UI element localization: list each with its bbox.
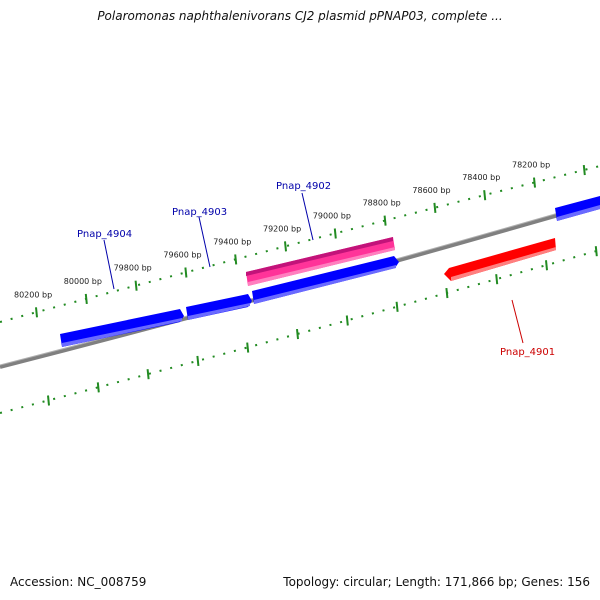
outer-ruler-tick	[333, 228, 337, 239]
map-title: Polaromonas naphthalenivorans CJ2 plasmi…	[97, 9, 503, 23]
inner-ruler-tick	[246, 342, 250, 353]
gene-label-pnap-4902: Pnap_4902	[276, 181, 331, 192]
outer-ruler-tick	[284, 241, 287, 252]
gene-forward-unlabeled[interactable]	[252, 256, 399, 304]
accession-text: Accession: NC_008759	[10, 575, 147, 589]
genes-layer	[60, 196, 600, 347]
gene-label-pnap-4901: Pnap_4901	[500, 347, 555, 358]
gene-forward-edge[interactable]	[555, 196, 600, 221]
outer-ruler-tick	[84, 293, 88, 305]
gene-pnap-4903[interactable]	[186, 294, 252, 320]
outer-ruler-labels: 80200 bp 80000 bp 79800 bp 79600 bp 79400 bp…	[14, 161, 550, 300]
inner-ruler-tick	[395, 301, 399, 312]
outer-ruler-tick	[433, 202, 437, 213]
gene-pnap-4904[interactable]	[60, 309, 184, 347]
inner-ruler-major-ticks	[47, 246, 598, 406]
leader-pnap-4904	[103, 239, 115, 290]
outer-ruler-tick	[234, 254, 238, 265]
inner-ruler-tick	[96, 382, 100, 393]
inner-ruler-tick	[146, 369, 150, 380]
inner-ruler-tick	[445, 287, 449, 299]
inner-ruler-tick	[495, 274, 499, 285]
ruler-label: 78800 bp	[363, 199, 401, 208]
ruler-label: 79800 bp	[114, 264, 152, 273]
ruler-label: 79000 bp	[313, 211, 351, 220]
inner-ruler-tick	[594, 246, 598, 257]
leader-pnap-4903	[198, 216, 211, 268]
ruler-label: 78200 bp	[512, 161, 550, 170]
ruler-label: 80000 bp	[64, 277, 102, 286]
inner-ruler-tick	[196, 355, 200, 367]
outer-ruler-tick	[582, 164, 586, 176]
outer-ruler-major-ticks	[35, 164, 586, 318]
ruler-label: 78400 bp	[462, 173, 500, 182]
inner-ruler-tick	[47, 395, 50, 406]
outer-ruler-tick	[35, 307, 38, 318]
gene-pnap-4901[interactable]	[444, 238, 556, 281]
ruler-label: 79600 bp	[163, 251, 201, 260]
ruler-label: 78600 bp	[412, 186, 450, 195]
gene-label-pnap-4903: Pnap_4903	[172, 207, 227, 218]
ruler-label: 79200 bp	[263, 224, 301, 233]
gene-label-pnap-4904: Pnap_4904	[77, 229, 132, 240]
inner-ruler-tick	[545, 260, 548, 271]
inner-ruler-tick	[296, 328, 299, 340]
ruler-label: 79400 bp	[213, 237, 251, 246]
ruler-label: 80200 bp	[14, 290, 52, 299]
leader-pnap-4901	[511, 299, 524, 344]
outer-ruler-tick	[134, 280, 138, 291]
outer-ruler-tick	[184, 267, 188, 278]
outer-ruler-tick	[383, 215, 387, 226]
leader-pnap-4902	[301, 192, 314, 241]
outer-ruler-tick	[533, 177, 536, 188]
summary-text: Topology: circular; Length: 171,866 bp; …	[283, 575, 590, 589]
inner-ruler-tick	[345, 315, 349, 326]
gene-pnap-4902[interactable]	[246, 237, 395, 286]
outer-ruler-tick	[483, 190, 487, 201]
